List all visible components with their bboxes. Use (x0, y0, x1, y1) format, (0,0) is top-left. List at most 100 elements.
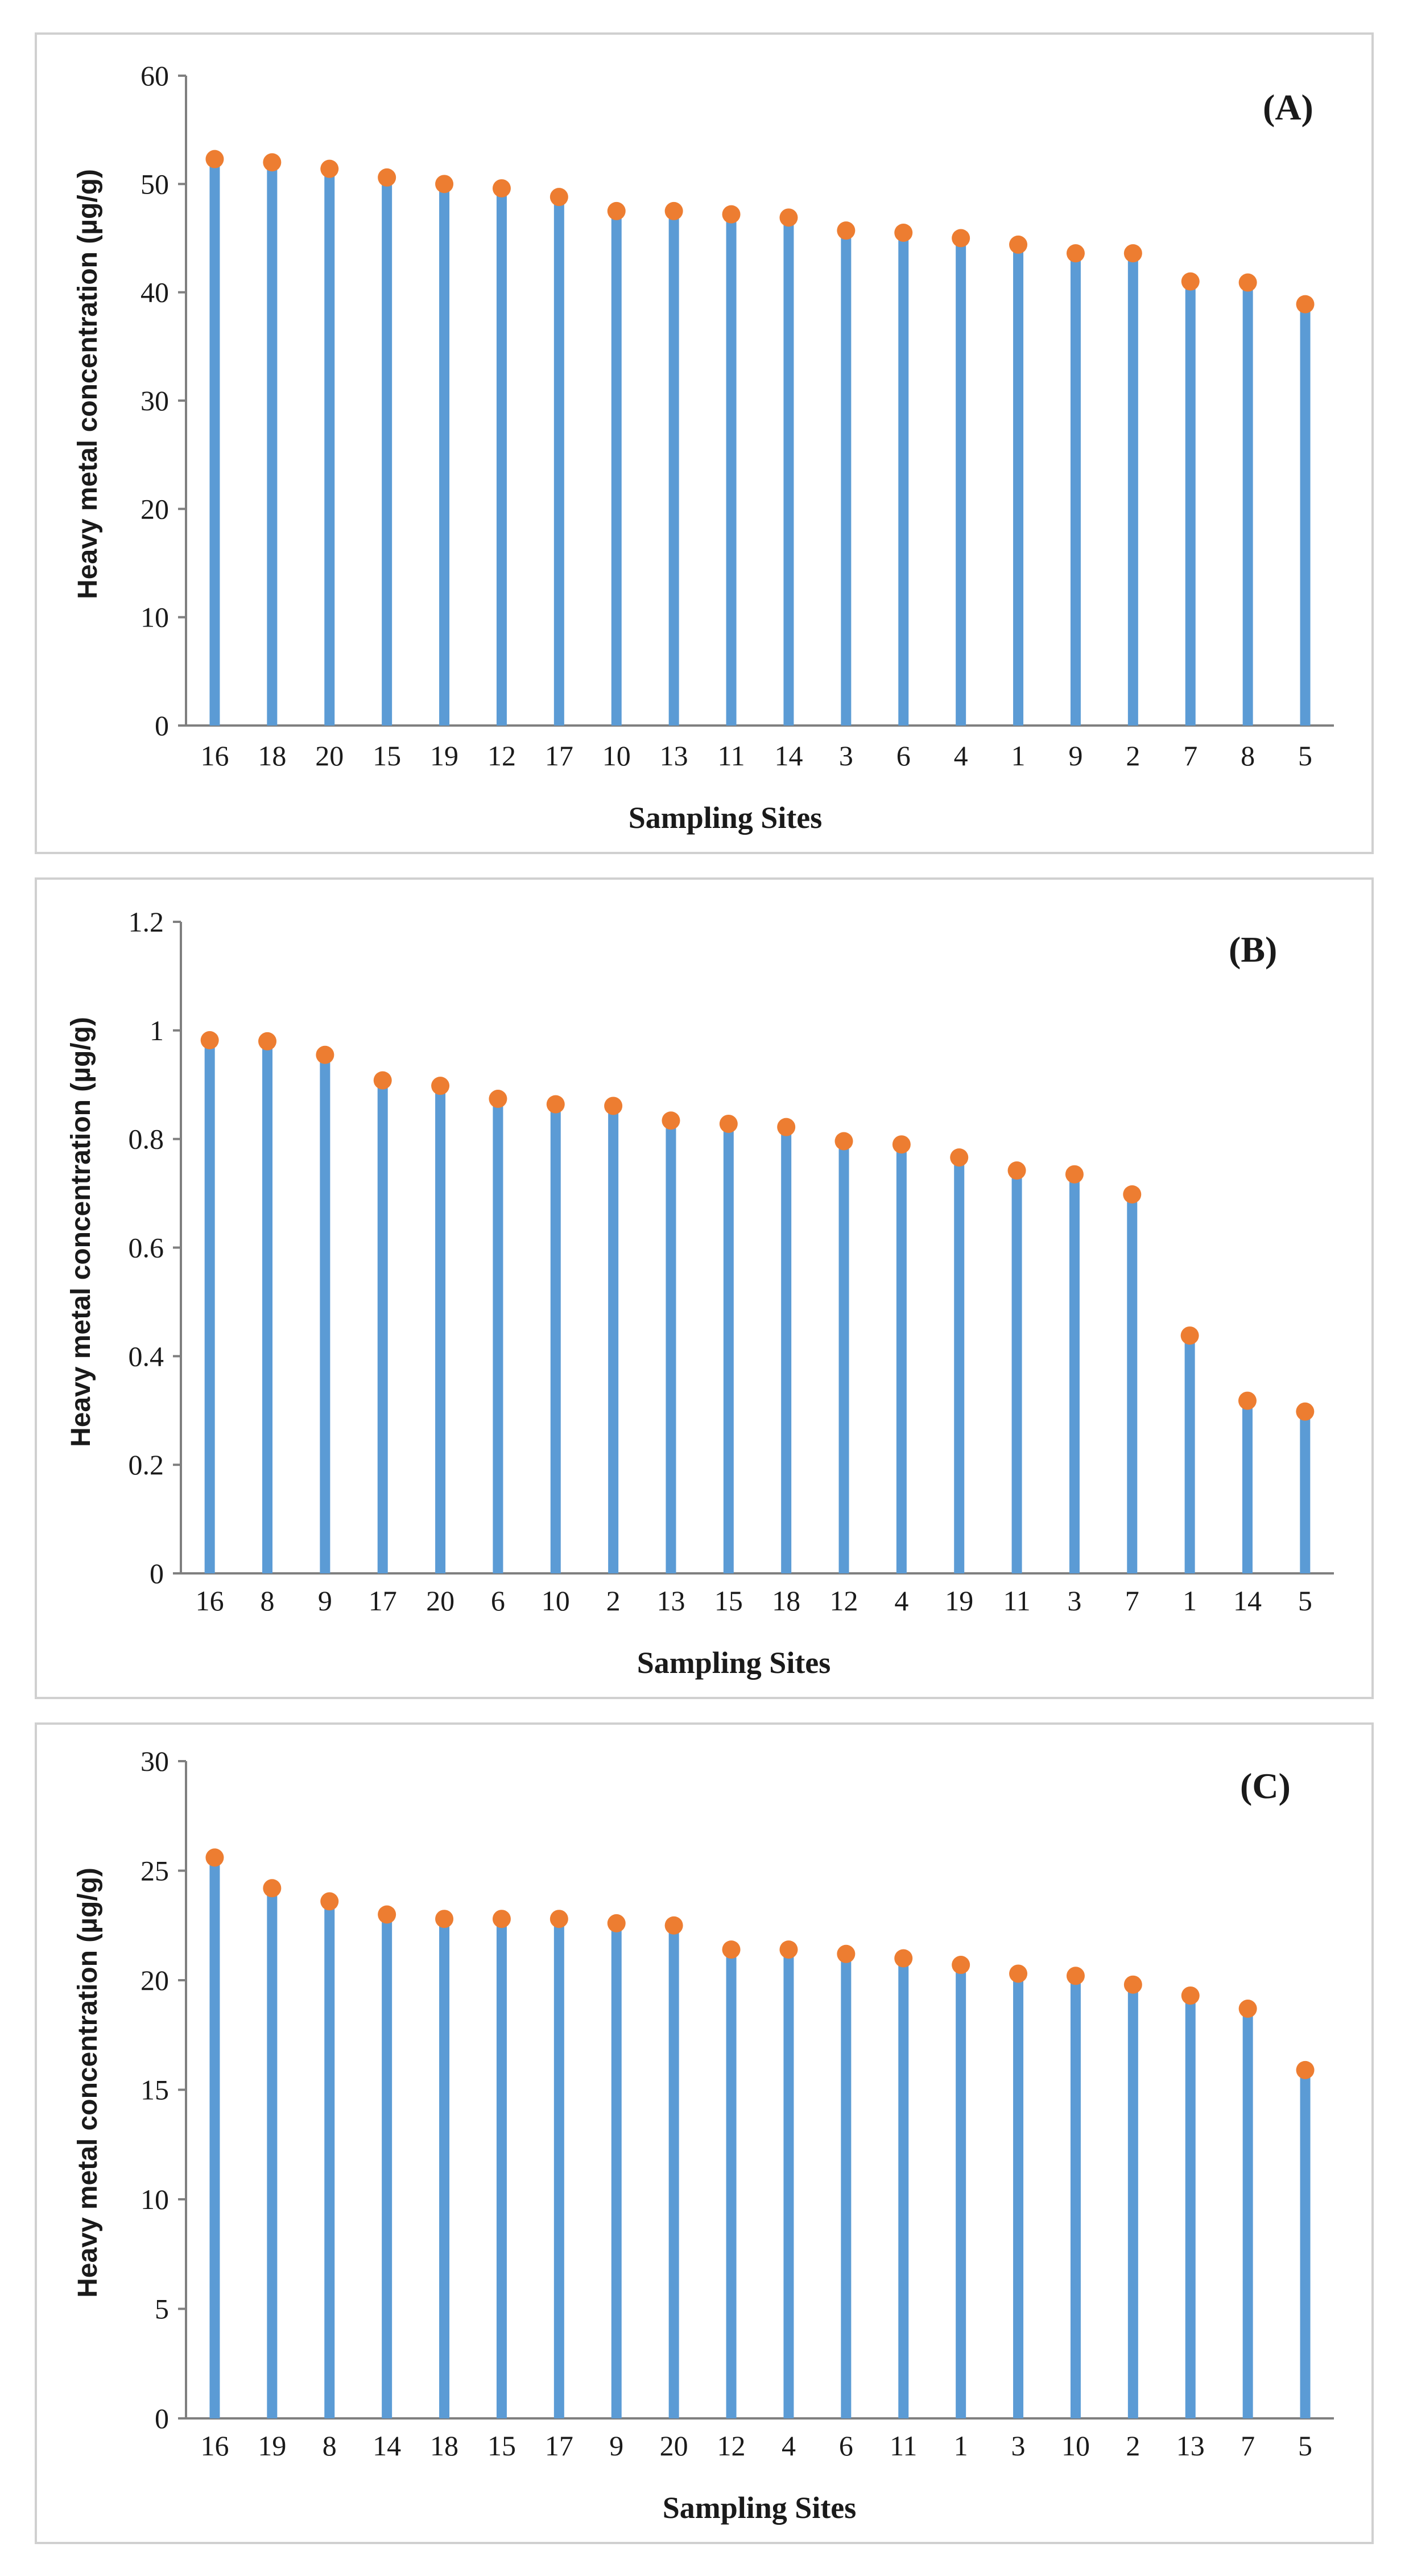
chart-a-data-point (435, 175, 454, 193)
chart-a-data-point (492, 179, 511, 197)
chart-b-stem (723, 1123, 734, 1573)
chart-c-stem (324, 1901, 335, 2418)
chart-c-stem (1185, 1995, 1196, 2418)
chart-b-stem (550, 1104, 561, 1573)
chart-c-stem (726, 1949, 737, 2418)
chart-c-stem (783, 1949, 794, 2418)
chart-a-x-tick-label: 17 (545, 740, 573, 772)
chart-a-x-tick-label: 12 (487, 740, 516, 772)
chart-b-x-tick-label: 15 (714, 1585, 743, 1617)
chart-a-data-point (1181, 272, 1200, 291)
chart-a-y-tick-label: 0 (155, 710, 169, 741)
chart-b-data-point (892, 1135, 911, 1154)
chart-c-data-point (205, 1848, 224, 1867)
chart-a-data-point (1123, 244, 1142, 263)
chart-c-stem (668, 1925, 679, 2418)
chart-c-data-point (492, 1910, 511, 1928)
chart-a-stem (496, 188, 507, 726)
chart-panel-b: 0 0.2 0.4 0.6 0.8 1 1.2 16 8 9 17 20 6 10 2 13 15 18 12 4 19… (0, 876, 1409, 1701)
chart-b-stem (1184, 1336, 1195, 1573)
chart-b-x-tick-label: 6 (491, 1585, 505, 1617)
chart-a-y-tick-label: 10 (141, 601, 169, 633)
chart-a-stem (209, 159, 220, 726)
chart-a-x-tick-label: 1 (1011, 740, 1026, 772)
chart-a-stem (1185, 281, 1196, 726)
chart-c-x-tick-label: 3 (1011, 2430, 1026, 2462)
chart-a-stem (324, 168, 335, 726)
chart-b-y-tick-label: 0.6 (129, 1232, 164, 1264)
chart-b-x-tick-label: 20 (426, 1585, 454, 1617)
chart-a-stem (382, 177, 392, 726)
chart-c-data-point (837, 1944, 856, 1963)
chart-c-x-tick-label: 1 (954, 2430, 968, 2462)
chart-c-x-tick-label: 8 (323, 2430, 337, 2462)
chart-b-svg: 00.20.40.60.811.216 8 9 17 20 6 10 2 13 15 18 12 4 19… (35, 877, 1374, 1699)
chart-a-data-point (779, 208, 798, 227)
chart-a-x-tick-label: 16 (200, 740, 229, 772)
chart-b-stem (954, 1157, 965, 1573)
chart-c-x-tick-label: 19 (258, 2430, 286, 2462)
chart-b-data-point (777, 1118, 796, 1136)
chart-a-x-tick-label: 13 (660, 740, 688, 772)
chart-b-data-point (373, 1071, 392, 1090)
chart-b-data-point (719, 1114, 738, 1133)
chart-a-x-tick-label: 18 (258, 740, 286, 772)
chart-a-stem (898, 232, 909, 726)
chart-c-data-point (1123, 1975, 1142, 1994)
chart-b-stem (781, 1127, 792, 1573)
chart-c-y-tick-label: 20 (141, 1964, 169, 1996)
chart-a-y-axis-title: Heavy metal concentration (µg/g) (73, 169, 103, 599)
chart-b-marks: 00.20.40.60.811.216 8 9 17 20 6 10 2 13 15 18 12 4 19… (129, 906, 1334, 1617)
chart-a-y-tick-label: 20 (141, 493, 169, 525)
chart-b-stem (262, 1041, 273, 1573)
chart-a-data-point (837, 221, 856, 240)
chart-b-data-point (1180, 1326, 1199, 1345)
chart-b-data-point (546, 1095, 565, 1114)
chart-b-x-tick-label: 17 (369, 1585, 397, 1617)
chart-c-y-tick-label: 25 (141, 1855, 169, 1887)
chart-a-data-point (664, 201, 683, 220)
chart-b-data-point (489, 1090, 507, 1108)
chart-b-stem (1300, 1411, 1311, 1573)
chart-b-stem (1069, 1174, 1080, 1573)
chart-c-stem (898, 1958, 909, 2418)
chart-a-x-tick-label: 2 (1126, 740, 1140, 772)
chart-c-data-point (1238, 2000, 1257, 2018)
chart-c-stem (439, 1919, 450, 2418)
chart-a-stem (267, 162, 278, 726)
chart-a-stem (956, 238, 966, 726)
chart-b-data-point (1238, 1391, 1257, 1410)
chart-b-x-tick-label: 10 (542, 1585, 570, 1617)
chart-b-data-point (200, 1031, 219, 1050)
chart-b-stem (377, 1080, 388, 1573)
chart-b-data-point (258, 1032, 277, 1050)
chart-b-data-point (1123, 1185, 1142, 1203)
chart-b-data-point (1296, 1402, 1315, 1421)
chart-a-y-tick-label: 30 (141, 385, 169, 417)
chart-panel-c: 0 5 10 15 20 25 30 16 19 8 14 18 15 17 9 20 12 4 6 11 1 3 10 2 1… (0, 1721, 1409, 2546)
chart-c-stem (1013, 1973, 1024, 2418)
chart-c-data-point (607, 1914, 626, 1932)
chart-b-y-tick-label: 1.2 (129, 906, 164, 938)
chart-b-frame (35, 877, 1374, 1699)
chart-a-stem (439, 184, 450, 726)
chart-c-data-point (664, 1916, 683, 1935)
chart-c-data-point (263, 1879, 282, 1898)
chart-a-stem (668, 211, 679, 726)
chart-c-stem (841, 1953, 852, 2418)
chart-b-x-tick-label: 11 (1003, 1585, 1030, 1617)
chart-a-x-tick-label: 7 (1183, 740, 1197, 772)
chart-a-x-tick-label: 20 (315, 740, 344, 772)
chart-c-x-tick-label: 12 (717, 2430, 746, 2462)
chart-a-x-tick-label: 8 (1241, 740, 1255, 772)
chart-b-data-point (604, 1097, 623, 1115)
chart-a-data-point (722, 205, 741, 224)
chart-c-data-point (320, 1892, 339, 1911)
chart-c-panel-label: (C) (1240, 1766, 1291, 1806)
chart-a-x-tick-label: 5 (1298, 740, 1312, 772)
chart-a-data-point (1296, 295, 1315, 314)
chart-a-frame (35, 32, 1374, 854)
